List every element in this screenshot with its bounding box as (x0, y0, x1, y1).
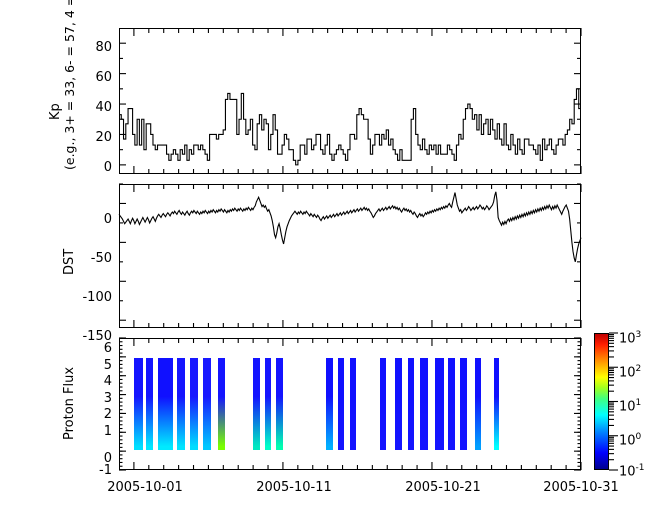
colorbar-mantissa-1em1: 10 (619, 464, 636, 480)
pf-ticks-svg (119, 337, 582, 471)
colorbar-mantissa-1e1: 10 (619, 399, 636, 415)
xtick-label-1: 2005-10-01 (107, 480, 183, 495)
dst-ytick-150: -150 (82, 329, 112, 344)
colorbar-mantissa-1e2: 10 (619, 365, 636, 381)
proton-flux-column (189, 357, 198, 451)
pf-ytick-3: 3 (103, 391, 112, 406)
kp-ytick-40: 40 (95, 100, 112, 115)
colorbar-exponent-1em1: -1 (635, 463, 645, 473)
proton-flux-column (419, 357, 429, 451)
pf-ytick-2: 2 (103, 407, 112, 422)
pf-ytick-4: 4 (103, 374, 112, 389)
proton-flux-column (475, 357, 482, 451)
colorbar-gradient (594, 333, 609, 470)
pf-ytick-6: 6 (103, 341, 112, 356)
colorbar-exponent-1e3: 3 (635, 330, 642, 340)
pf-ytick-minus1: -1 (99, 463, 112, 478)
pf-ytick-0: 0 (103, 451, 112, 466)
proton-flux-column (350, 357, 356, 451)
xtick-label-4: 2005-10-31 (543, 480, 619, 495)
proton-flux-column (133, 357, 143, 451)
proton-flux-column (177, 357, 185, 451)
dst-trace (118, 191, 582, 262)
kp-ytick-0: 0 (103, 160, 112, 175)
proton-flux-column (493, 357, 500, 451)
proton-flux-column (395, 357, 402, 451)
pf-ytick-1: 1 (103, 424, 112, 439)
kp-ytick-60: 60 (95, 70, 112, 85)
proton-flux-column (157, 357, 173, 451)
colorbar-exponent-1e0: 0 (635, 432, 642, 442)
dst-ytick-0: 0 (103, 212, 112, 227)
kp-trace-svg (119, 88, 581, 166)
proton-flux-column (276, 357, 284, 451)
xtick-label-3: 2005-10-21 (405, 480, 481, 495)
dst-trace-svg (118, 191, 582, 262)
proton-flux-column (326, 357, 333, 451)
proton-flux-column (145, 357, 154, 451)
proton-flux-column (407, 357, 414, 451)
kp-trace (119, 88, 581, 166)
colorbar-tick-1e2: 102 (619, 363, 641, 379)
proton-flux-column (202, 357, 211, 451)
colorbar-mantissa-1e0: 10 (619, 433, 636, 449)
pf-ytick-5: 5 (103, 358, 112, 373)
proton-flux-column (338, 357, 345, 451)
kp-axis-title-main: Kp (48, 103, 63, 120)
proton-flux-column (217, 357, 225, 451)
kp-ytick-20: 20 (95, 130, 112, 145)
colorbar-mantissa-1e3: 10 (619, 331, 636, 347)
proton-flux-column (253, 357, 260, 451)
colorbar-ticks-svg (609, 332, 618, 471)
colorbar-tick-1e0: 100 (619, 431, 641, 447)
dst-ytick-100: -100 (82, 290, 112, 305)
kp-axis-title-note: (e.g., 3+ = 33, 6- = 57, 4 = 40, etc.) (62, 0, 77, 170)
colorbar-tick-1e1: 101 (619, 397, 641, 413)
proton-flux-column (459, 357, 467, 451)
xtick-label-2: 2005-10-11 (256, 480, 332, 495)
proton-flux-column (380, 357, 386, 451)
colorbar-tick-1e3: 103 (619, 329, 641, 345)
kp-ytick-80: 80 (95, 40, 112, 55)
proton-flux-bar-area (120, 339, 580, 469)
proton-flux-column (264, 357, 272, 451)
dst-ticks-svg (119, 183, 582, 328)
proton-flux-column (434, 357, 444, 451)
proton-flux-axis-title: Proton Flux (62, 366, 77, 440)
kp-ticks-svg (119, 28, 582, 174)
dst-ytick-50: -50 (90, 251, 112, 266)
proton-flux-column (448, 357, 456, 451)
colorbar-exponent-1e1: 1 (635, 398, 642, 408)
colorbar-tick-1em1: 10-1 (619, 462, 645, 478)
colorbar-exponent-1e2: 2 (635, 364, 642, 374)
dst-plot-frame (119, 184, 581, 328)
